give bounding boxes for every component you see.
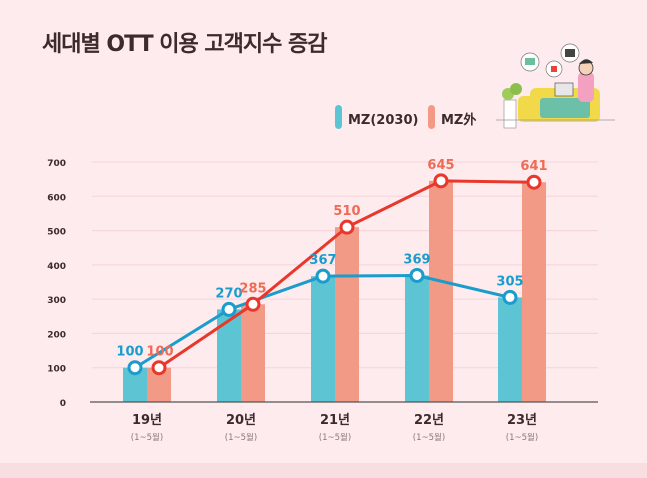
point-mz2030 <box>221 301 237 317</box>
data-label: 100 <box>146 345 173 360</box>
point-mz-other <box>245 296 261 312</box>
bar-mz2030 <box>311 276 335 402</box>
data-label: 305 <box>496 274 523 289</box>
bar-mz2030 <box>405 275 429 402</box>
x-tick-label: 23년 <box>507 413 537 428</box>
x-tick-sublabel: (1~5월) <box>225 432 257 443</box>
point-mz-other <box>433 173 449 189</box>
data-label: 510 <box>333 204 360 219</box>
x-tick-sublabel: (1~5월) <box>319 432 351 443</box>
bar-mz2030 <box>498 297 522 402</box>
y-tick-label: 100 <box>47 365 66 375</box>
bar-mz-other <box>522 182 546 402</box>
point-mz2030 <box>315 268 331 284</box>
x-tick-label: 20년 <box>226 413 256 428</box>
x-tick-sublabel: (1~5월) <box>506 432 538 443</box>
y-tick-label: 400 <box>47 262 66 272</box>
legend: MZ(2030) MZ外 <box>335 105 476 129</box>
legend-swatch-mz2030 <box>335 105 342 129</box>
x-tick-sublabel: (1~5월) <box>131 432 163 443</box>
x-tick-label: 19년 <box>132 413 162 428</box>
point-mz2030 <box>409 267 425 283</box>
illustration-person-on-sofa <box>496 43 615 129</box>
y-tick-label: 200 <box>47 330 66 340</box>
chart-title: 세대별 OTT 이용 고객지수 증감 <box>42 32 327 57</box>
y-tick-label: 500 <box>47 228 66 238</box>
bar-mz-other <box>429 180 453 402</box>
data-label: 367 <box>309 253 336 268</box>
y-tick-label: 300 <box>47 296 66 306</box>
x-tick-sublabel: (1~5월) <box>413 432 445 443</box>
legend-label-mz-other: MZ外 <box>441 112 476 128</box>
data-label: 641 <box>520 159 547 174</box>
data-label: 270 <box>215 286 242 301</box>
legend-label-mz2030: MZ(2030) <box>348 113 418 128</box>
data-label: 285 <box>239 281 266 296</box>
data-label: 100 <box>116 345 143 360</box>
y-tick-label: 700 <box>47 159 66 169</box>
bar-mz2030 <box>217 309 241 402</box>
x-tick-label: 22년 <box>414 413 444 428</box>
data-label: 645 <box>427 158 454 173</box>
y-tick-label: 600 <box>47 193 66 203</box>
footer-band <box>0 463 647 478</box>
point-mz-other <box>151 360 167 376</box>
point-mz-other <box>526 174 542 190</box>
data-label: 369 <box>403 252 430 267</box>
y-tick-label: 0 <box>60 399 66 409</box>
bar-mz-other <box>335 227 359 402</box>
legend-swatch-mz-other <box>428 105 435 129</box>
bar-mz-other <box>241 304 265 402</box>
point-mz2030 <box>502 289 518 305</box>
x-tick-label: 21년 <box>320 413 350 428</box>
point-mz2030 <box>127 360 143 376</box>
point-mz-other <box>339 219 355 235</box>
